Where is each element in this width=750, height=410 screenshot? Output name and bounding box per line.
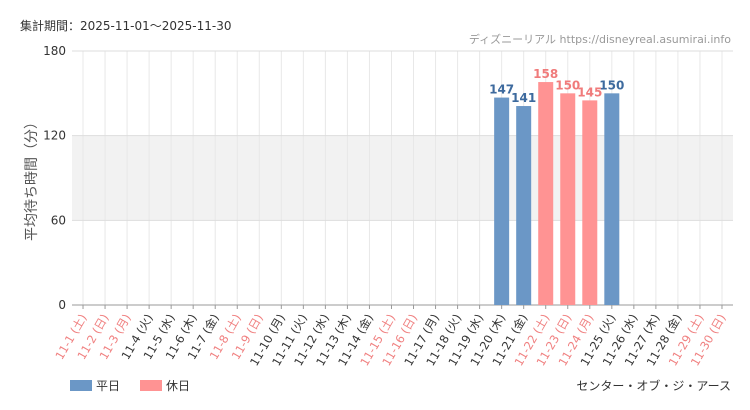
grid-band xyxy=(72,135,733,221)
legend-label: 休日 xyxy=(166,379,190,393)
data-label: 150 xyxy=(599,78,624,92)
y-axis-label: 平均待ち時間（分） xyxy=(24,115,40,241)
data-label: 150 xyxy=(555,78,580,92)
legend-swatch xyxy=(140,380,162,391)
bar xyxy=(538,82,554,306)
y-tick-label: 120 xyxy=(43,129,66,143)
data-label: 158 xyxy=(533,67,558,81)
y-tick-label: 180 xyxy=(43,44,66,58)
data-label: 141 xyxy=(511,91,536,105)
data-label: 145 xyxy=(577,85,602,99)
bar xyxy=(516,106,532,306)
legend-swatch xyxy=(70,380,92,391)
y-tick-label: 0 xyxy=(58,298,66,312)
annotation: センター・オブ・ジ・アース xyxy=(576,378,731,393)
bar xyxy=(494,97,510,305)
subtitle: 集計期間：2025-11-01～2025-11-30 xyxy=(20,18,231,33)
bar xyxy=(604,93,620,305)
data-label: 147 xyxy=(489,83,514,97)
y-tick-label: 60 xyxy=(51,213,66,227)
bar xyxy=(560,93,576,305)
bar xyxy=(582,100,598,305)
source: ディズニーリアル https://disneyreal.asumirai.inf… xyxy=(469,32,731,46)
legend-label: 平日 xyxy=(96,379,120,393)
